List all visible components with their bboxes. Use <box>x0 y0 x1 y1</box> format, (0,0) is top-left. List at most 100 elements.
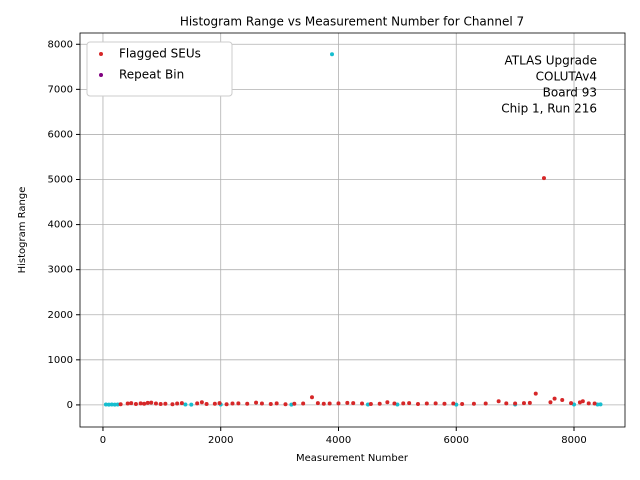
scatter-point <box>385 400 390 405</box>
scatter-point <box>158 402 163 407</box>
scatter-point <box>153 401 158 406</box>
scatter-point <box>118 402 123 407</box>
scatter-point <box>327 401 332 406</box>
scatter-point <box>301 401 306 406</box>
y-axis-label: Histogram Range <box>17 187 28 274</box>
scatter-point <box>586 401 591 406</box>
scatter-point <box>442 401 447 406</box>
scatter-point <box>521 401 526 406</box>
scatter-point <box>315 401 320 406</box>
scatter-point <box>527 400 532 405</box>
scatter-point <box>424 401 429 406</box>
scatter-point <box>360 401 365 406</box>
scatter-point <box>548 400 553 405</box>
scatter-point <box>133 402 138 407</box>
y-tick-label: 4000 <box>48 220 73 231</box>
scatter-point <box>496 399 501 404</box>
scatter-point <box>224 402 229 407</box>
scatter-point <box>268 402 273 407</box>
scatter-point <box>560 397 565 402</box>
scatter-point <box>460 402 465 407</box>
scatter-point <box>212 401 217 406</box>
scatter-point <box>230 401 235 406</box>
scatter-point <box>471 401 476 406</box>
scatter-point <box>274 401 279 406</box>
scatter-point <box>115 402 120 407</box>
scatter-point <box>309 395 314 400</box>
scatter-point <box>569 401 574 406</box>
scatter-point <box>170 402 175 407</box>
scatter-point <box>336 401 341 406</box>
scatter-point <box>112 402 117 407</box>
scatter-point <box>330 52 335 57</box>
x-tick-label: 0 <box>100 435 106 446</box>
scatter-point <box>259 401 264 406</box>
scatter-point <box>183 402 188 407</box>
scatter-point <box>483 401 488 406</box>
y-tick-label: 5000 <box>48 175 73 186</box>
scatter-point <box>598 402 603 407</box>
legend-marker <box>99 73 103 77</box>
scatter-point <box>377 401 382 406</box>
scatter-point <box>204 402 209 407</box>
scatter-point <box>392 401 397 406</box>
scatter-point <box>199 400 204 405</box>
scatter-point <box>145 400 150 405</box>
scatter-point <box>175 401 180 406</box>
scatter-point <box>125 401 130 406</box>
scatter-point <box>401 401 406 406</box>
scatter-point <box>415 402 420 407</box>
x-axis-label: Measurement Number <box>296 453 409 464</box>
scatter-point <box>513 401 518 406</box>
y-tick-label: 7000 <box>48 84 73 95</box>
x-tick-label: 2000 <box>208 435 233 446</box>
scatter-point <box>217 401 222 406</box>
scatter-point <box>236 401 241 406</box>
scatter-point <box>504 401 509 406</box>
scatter-point <box>179 401 184 406</box>
scatter-point <box>552 396 557 401</box>
scatter-point <box>451 401 456 406</box>
annotation: COLUTAv4 <box>536 70 597 84</box>
scatter-point <box>195 401 200 406</box>
scatter-point <box>129 401 134 406</box>
scatter-point <box>149 400 154 405</box>
scatter-point <box>245 401 250 406</box>
legend-label: Flagged SEUs <box>119 47 201 61</box>
scatter-point <box>138 401 143 406</box>
plot-frame <box>79 32 626 428</box>
y-tick-label: 1000 <box>48 355 73 366</box>
annotation: Board 93 <box>543 86 597 100</box>
scatter-point <box>106 402 111 407</box>
scatter-point <box>292 401 297 406</box>
chart-title: Histogram Range vs Measurement Number fo… <box>180 15 524 29</box>
y-tick-label: 6000 <box>48 129 73 140</box>
scatter-point <box>321 401 326 406</box>
scatter-point <box>163 401 168 406</box>
annotation: ATLAS Upgrade <box>504 54 597 68</box>
y-tick-label: 8000 <box>48 39 73 50</box>
scatter-point <box>345 400 350 405</box>
scatter-point <box>142 401 147 406</box>
y-tick-label: 0 <box>67 400 73 411</box>
x-tick-label: 4000 <box>326 435 351 446</box>
annotation: Chip 1, Run 216 <box>501 102 597 116</box>
legend-label: Repeat Bin <box>119 68 184 82</box>
scatter-point <box>433 401 438 406</box>
scatter-point <box>351 401 356 406</box>
y-tick-label: 3000 <box>48 265 73 276</box>
scatter-point <box>189 402 194 407</box>
scatter-point <box>368 402 373 407</box>
scatter-point <box>407 401 412 406</box>
scatter-point <box>103 402 108 407</box>
scatter-point <box>254 400 259 405</box>
x-tick-label: 8000 <box>561 435 586 446</box>
scatter-point <box>580 399 585 404</box>
scatter-point <box>533 391 538 396</box>
legend-box <box>86 41 233 97</box>
x-tick-label: 6000 <box>444 435 469 446</box>
legend-marker <box>99 52 103 56</box>
scatter-point <box>541 176 546 181</box>
scatter-point <box>109 402 114 407</box>
